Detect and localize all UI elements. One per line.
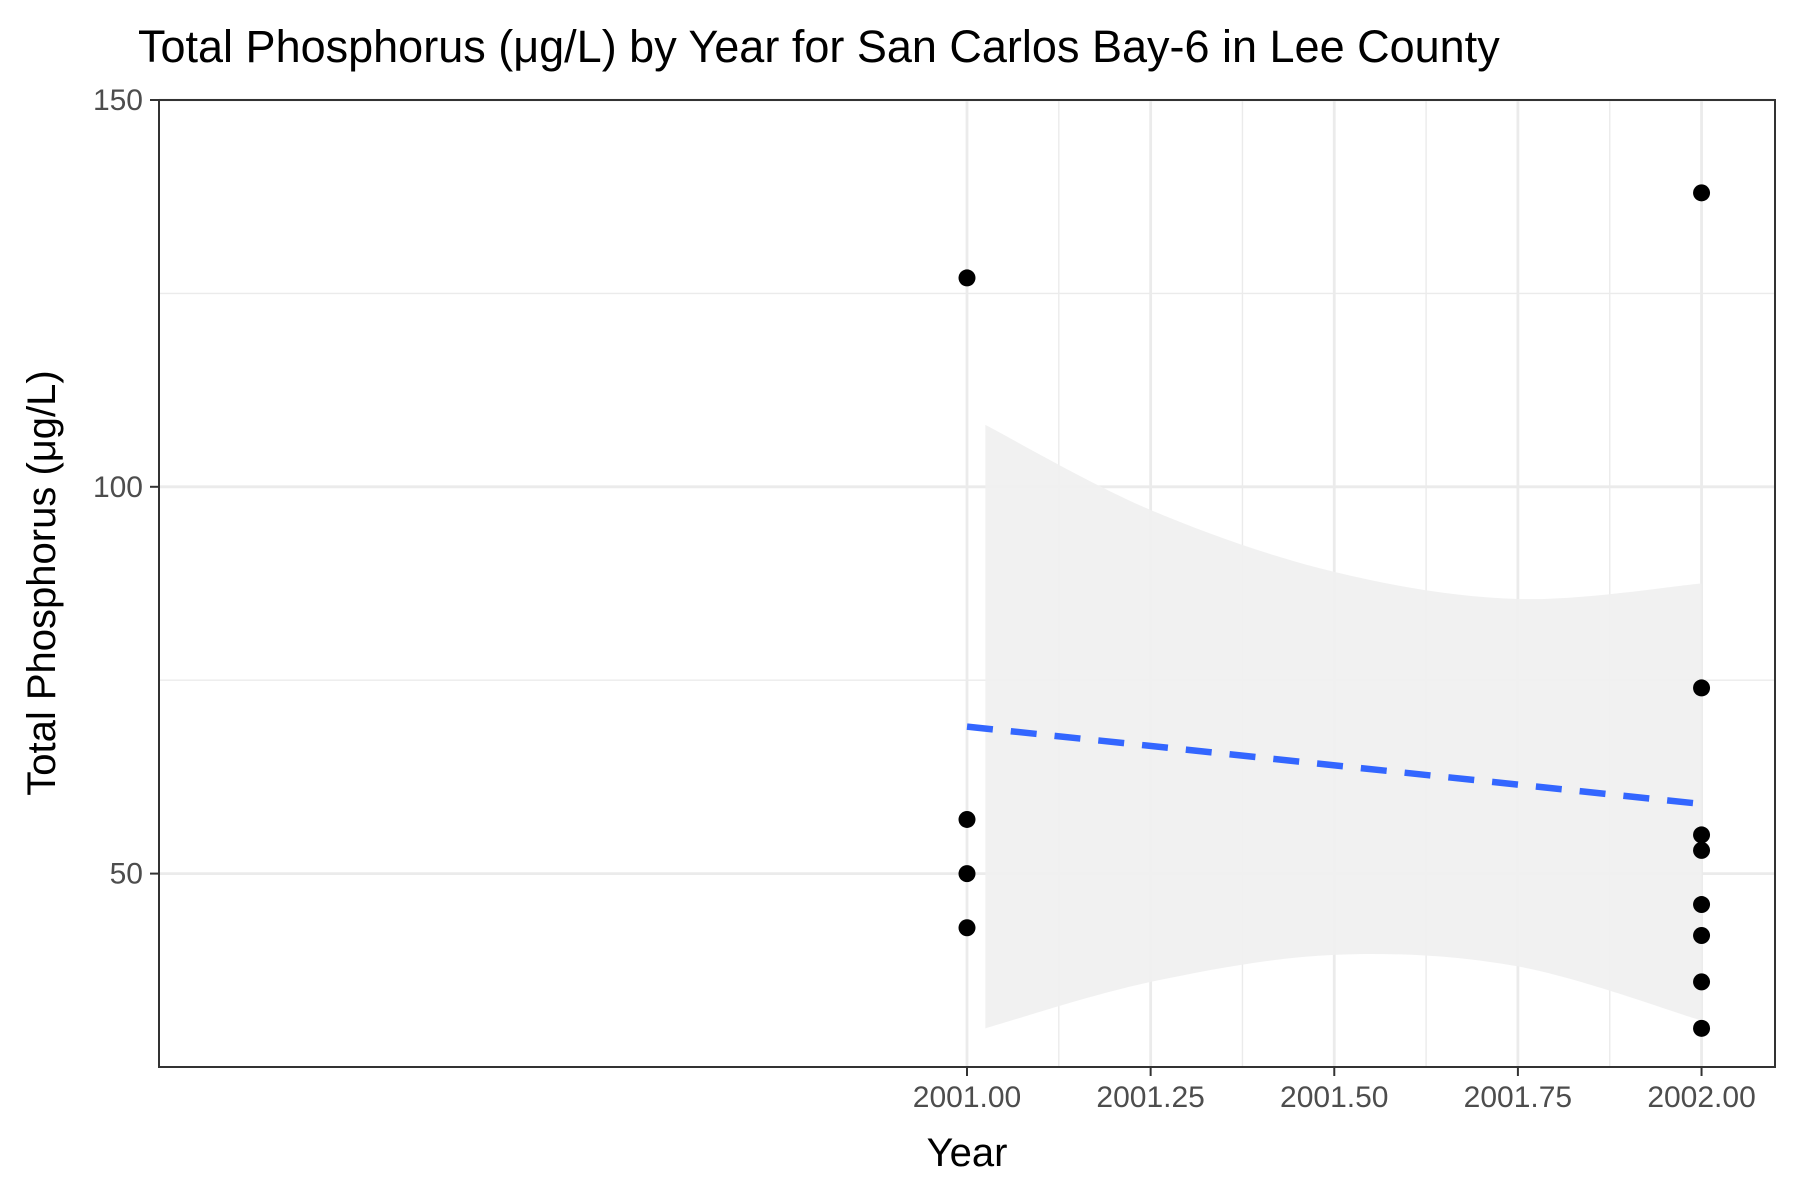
- data-point: [1693, 184, 1711, 202]
- chart-title: Total Phosphorus (μg/L) by Year for San …: [138, 21, 1500, 72]
- data-point: [1693, 1019, 1711, 1037]
- trend-line-layer: [966, 723, 1702, 808]
- data-point: [958, 269, 976, 287]
- data-point: [1693, 973, 1711, 991]
- data-point: [1693, 826, 1711, 844]
- confidence-band-layer: [985, 424, 1702, 1029]
- y-tick-label: 150: [93, 84, 143, 117]
- x-tick-label: 2001.00: [913, 1081, 1021, 1114]
- data-point: [958, 919, 976, 937]
- data-point: [1693, 896, 1711, 914]
- y-tick-label: 50: [110, 858, 143, 891]
- data-point: [958, 865, 976, 883]
- data-points: [958, 184, 1711, 1037]
- data-point: [1693, 679, 1711, 697]
- x-tick-label: 2002.00: [1647, 1081, 1755, 1114]
- y-axis-title: Total Phosphorus (μg/L): [20, 370, 64, 796]
- data-point: [1693, 841, 1711, 859]
- data-point: [958, 810, 976, 828]
- x-tick-label: 2001.50: [1280, 1081, 1388, 1114]
- trend-line: [966, 723, 1702, 808]
- x-axis-title: Year: [927, 1131, 1008, 1175]
- y-tick-label: 100: [93, 471, 143, 504]
- confidence-band: [985, 424, 1702, 1029]
- x-tick-label: 2001.75: [1464, 1081, 1572, 1114]
- x-axis-ticks: 2001.00 2001.25 2001.50 2001.75 2002.00: [913, 1067, 1756, 1114]
- x-tick-label: 2001.25: [1096, 1081, 1204, 1114]
- y-axis-ticks: 50 100 150: [93, 84, 159, 891]
- data-point: [1693, 926, 1711, 944]
